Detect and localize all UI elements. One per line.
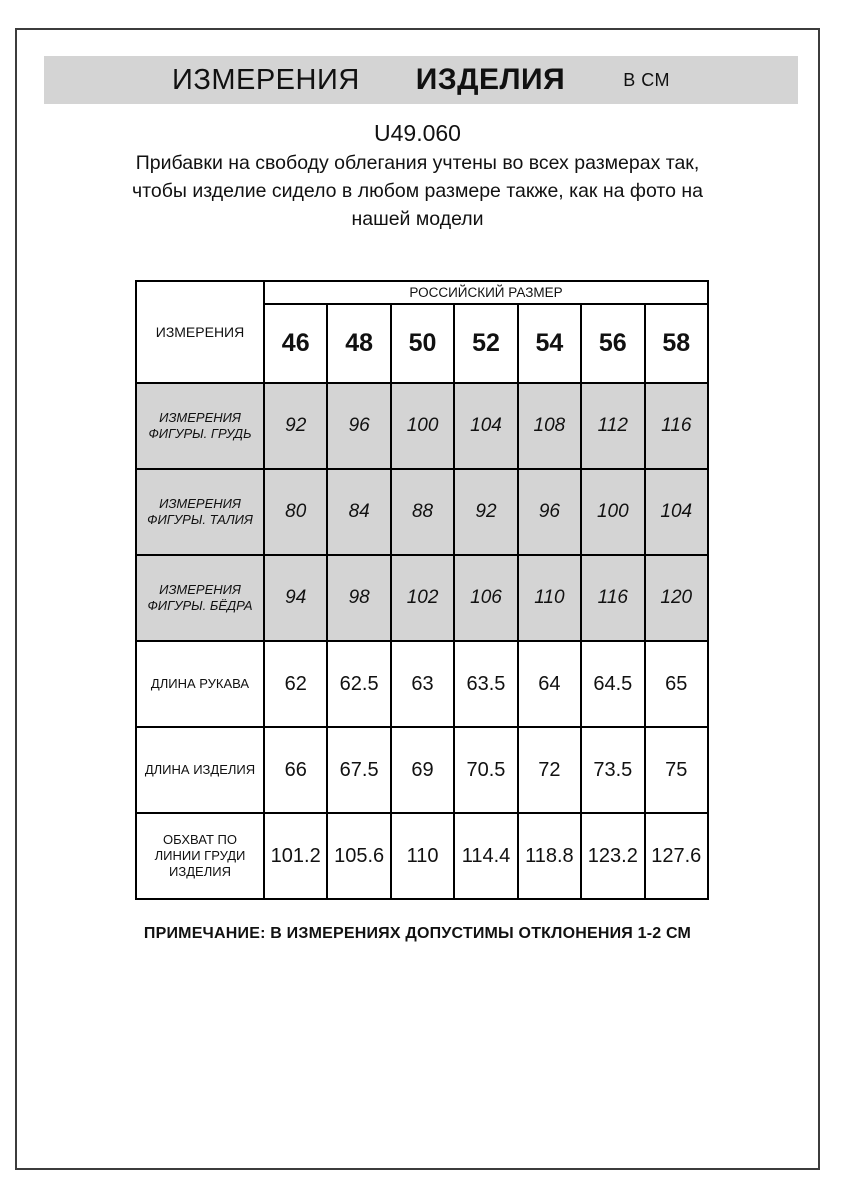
table-corner-label: ИЗМЕРЕНИЯ — [135, 280, 265, 384]
size-column-header: 54 — [516, 303, 583, 384]
size-table: ИЗМЕРЕНИЯ РОССИЙСКИЙ РАЗМЕР 46 48 50 52 54 56… — [135, 280, 710, 900]
measurement-value: 64 — [516, 640, 583, 728]
measurement-value: 114.4 — [453, 812, 519, 900]
product-description: Прибавки на свободу облегания учтены во … — [132, 152, 703, 230]
measurement-value: 63 — [389, 640, 456, 728]
measurement-value: 80 — [262, 468, 329, 556]
measurement-value: 92 — [453, 468, 519, 556]
measurement-value: 105.6 — [326, 812, 392, 900]
measurement-value: 110 — [516, 554, 583, 642]
measurement-value: 67.5 — [326, 726, 392, 814]
measurement-value: 104 — [643, 468, 710, 556]
size-column-header: 48 — [326, 303, 392, 384]
table-row: ДЛИНА РУКАВА 62 62.5 63 63.5 64 64.5 65 — [135, 640, 710, 728]
row-label: ИЗМЕРЕНИЯ ФИГУРЫ. БЁДРА — [135, 554, 265, 642]
row-label: ИЗМЕРЕНИЯ ФИГУРЫ. ГРУДЬ — [135, 382, 265, 470]
measurement-value: 120 — [643, 554, 710, 642]
title-word-product: ИЗДЕЛИЯ — [415, 63, 566, 96]
table-row: ДЛИНА ИЗДЕЛИЯ 66 67.5 69 70.5 72 73.5 75 — [135, 726, 710, 814]
measurement-value: 98 — [326, 554, 392, 642]
size-column-header: 58 — [643, 303, 710, 384]
measurement-value: 108 — [516, 382, 583, 470]
page-border — [15, 28, 820, 1170]
russian-size-group-header: РОССИЙСКИЙ РАЗМЕР — [263, 280, 709, 305]
measurement-value: 100 — [580, 468, 646, 556]
row-label: ИЗМЕРЕНИЯ ФИГУРЫ. ТАЛИЯ — [135, 468, 265, 556]
measurement-value: 100 — [389, 382, 456, 470]
measurement-value: 88 — [389, 468, 456, 556]
measurement-value: 110 — [389, 812, 456, 900]
measurement-value: 106 — [453, 554, 519, 642]
measurement-value: 62 — [262, 640, 329, 728]
measurement-value: 92 — [262, 382, 329, 470]
measurement-value: 127.6 — [643, 812, 710, 900]
size-header-row: 46 48 50 52 54 56 58 — [136, 303, 710, 384]
measurement-value: 104 — [453, 382, 519, 470]
measurement-value: 94 — [262, 554, 329, 642]
measurement-value: 75 — [643, 726, 710, 814]
title-unit-cm: В СМ — [623, 69, 670, 90]
measurement-value: 101.2 — [262, 812, 329, 900]
title-band: ИЗМЕРЕНИЯ ИЗДЕЛИЯ В СМ — [44, 56, 798, 104]
row-label: ДЛИНА ИЗДЕЛИЯ — [135, 726, 265, 814]
measurement-value: 96 — [326, 382, 392, 470]
size-column-header: 50 — [389, 303, 456, 384]
measurement-value: 72 — [516, 726, 583, 814]
table-row: ИЗМЕРЕНИЯ ФИГУРЫ. ТАЛИЯ 80 84 88 92 96 100 104 — [135, 468, 710, 556]
measurement-value: 116 — [580, 554, 646, 642]
table-row: ОБХВАТ ПО ЛИНИИ ГРУДИ ИЗДЕЛИЯ 101.2 105.6 1… — [135, 812, 710, 900]
measurement-value: 65 — [643, 640, 710, 728]
size-table-body: ИЗМЕРЕНИЯ ФИГУРЫ. ГРУДЬ 92 96 100 104 108 112 1… — [135, 382, 710, 900]
tolerance-note: ПРИМЕЧАНИЕ: В ИЗМЕРЕНИЯХ ДОПУСТИМЫ ОТКЛО… — [143, 925, 692, 942]
measurement-value: 69 — [389, 726, 456, 814]
row-label: ДЛИНА РУКАВА — [135, 640, 265, 728]
measurement-value: 96 — [516, 468, 583, 556]
table-row: ИЗМЕРЕНИЯ ФИГУРЫ. ГРУДЬ 92 96 100 104 108 112 1… — [135, 382, 710, 470]
measurement-value: 63.5 — [453, 640, 519, 728]
row-label: ОБХВАТ ПО ЛИНИИ ГРУДИ ИЗДЕЛИЯ — [135, 812, 265, 900]
measurement-value: 102 — [389, 554, 456, 642]
size-column-header: 56 — [580, 303, 646, 384]
measurement-value: 84 — [326, 468, 392, 556]
product-code: U49.060 — [374, 120, 461, 146]
measurement-value: 70.5 — [453, 726, 519, 814]
measurement-value: 66 — [262, 726, 329, 814]
table-row: ИЗМЕРЕНИЯ ФИГУРЫ. БЁДРА 94 98 102 106 110 116 1… — [135, 554, 710, 642]
size-column-header: 52 — [453, 303, 519, 384]
measurement-value: 62.5 — [326, 640, 392, 728]
size-column-header: 46 — [262, 303, 329, 384]
title-word-measurements: ИЗМЕРЕНИЯ — [171, 63, 360, 96]
measurement-value: 73.5 — [580, 726, 646, 814]
measurement-value: 64.5 — [580, 640, 646, 728]
measurement-value: 123.2 — [580, 812, 646, 900]
measurement-value: 116 — [643, 382, 710, 470]
table-header-group-row: ИЗМЕРЕНИЯ РОССИЙСКИЙ РАЗМЕР — [135, 280, 709, 384]
measurement-value: 118.8 — [516, 812, 583, 900]
measurement-value: 112 — [580, 382, 646, 470]
